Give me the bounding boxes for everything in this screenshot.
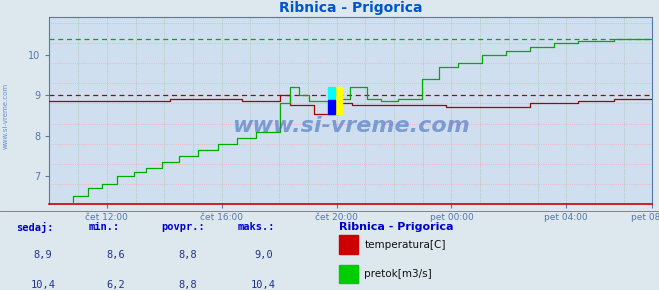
Text: pretok[m3/s]: pretok[m3/s] (364, 269, 432, 279)
Bar (328, 100, 335, 113)
Text: povpr.:: povpr.: (161, 222, 205, 232)
Bar (339, 265, 358, 283)
Text: 8,8: 8,8 (179, 250, 197, 260)
Text: 8,6: 8,6 (106, 250, 125, 260)
Bar (339, 235, 358, 254)
Text: 8,9: 8,9 (34, 250, 52, 260)
Text: 6,2: 6,2 (106, 280, 125, 290)
Text: 8,8: 8,8 (179, 280, 197, 290)
Text: 9,0: 9,0 (254, 250, 273, 260)
Text: 10,4: 10,4 (30, 280, 55, 290)
Text: min.:: min.: (89, 222, 120, 232)
Text: Ribnica - Prigorica: Ribnica - Prigorica (339, 222, 454, 232)
Text: 10,4: 10,4 (251, 280, 276, 290)
Title: Ribnica - Prigorica: Ribnica - Prigorica (279, 1, 422, 15)
Bar (328, 87, 342, 113)
Text: temperatura[C]: temperatura[C] (364, 240, 446, 249)
Text: sedaj:: sedaj: (16, 222, 54, 233)
Text: maks.:: maks.: (237, 222, 275, 232)
Text: www.si-vreme.com: www.si-vreme.com (2, 83, 9, 149)
Text: www.si-vreme.com: www.si-vreme.com (232, 115, 470, 135)
Bar (328, 87, 335, 100)
